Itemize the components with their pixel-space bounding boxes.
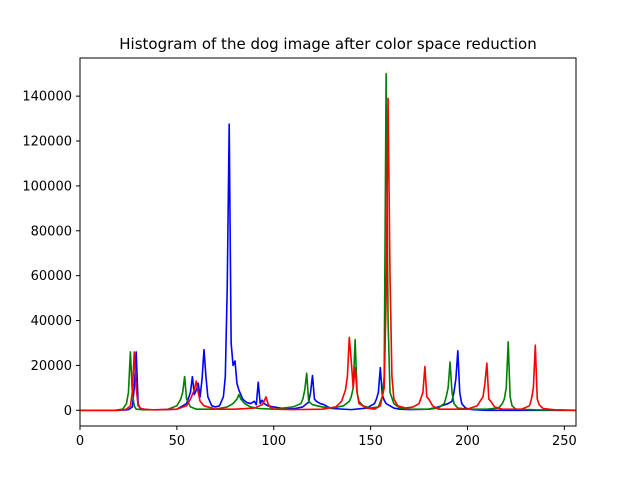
y-tick-label: 140000 [22,90,72,105]
x-tick-label: 250 [552,434,577,449]
y-tick-label: 0 [64,404,72,419]
x-tick-label: 50 [169,434,186,449]
y-tick-label: 80000 [31,224,72,239]
series-line-1 [80,123,576,412]
x-tick-label: 200 [455,434,480,449]
y-tick-label: 40000 [31,314,72,329]
y-axis: 0 20000 40000 60000 80000 100000 120000 140000 [22,90,80,419]
y-tick-label: 120000 [22,135,72,150]
series-layer [80,72,576,412]
chart-title: Histogram of the dog image after color s… [119,35,536,53]
y-tick-label: 100000 [22,179,72,194]
x-axis: 0 50 100 150 200 250 [76,426,577,449]
series-line-3 [80,97,576,412]
plot-area [80,58,576,426]
plot-frame [79,57,577,427]
y-tick-label: 60000 [31,269,72,284]
x-tick-label: 150 [358,434,383,449]
y-tick-label: 20000 [31,359,72,374]
x-tick-label: 0 [76,434,84,449]
series-line-2 [80,72,576,412]
x-tick-label: 100 [261,434,286,449]
